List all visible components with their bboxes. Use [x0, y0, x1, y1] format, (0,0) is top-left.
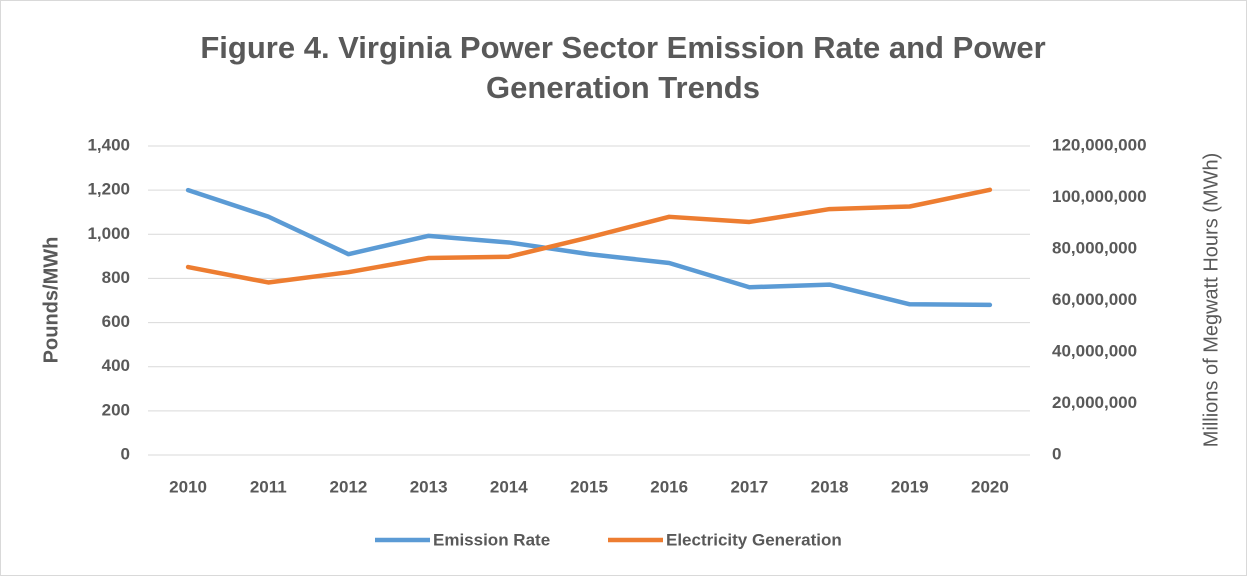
- y2-tick-label: 40,000,000: [1052, 341, 1137, 360]
- x-tick-label: 2010: [169, 477, 207, 496]
- y-tick-label: 1,400: [87, 135, 130, 154]
- y-tick-label: 600: [102, 312, 130, 331]
- y-tick-label: 400: [102, 356, 130, 375]
- x-tick-label: 2012: [330, 477, 368, 496]
- y2-axis-label: Millions of Megwatt Hours (MWh): [1200, 153, 1222, 448]
- x-tick-label: 2011: [250, 477, 287, 496]
- y-tick-label: 1,000: [87, 224, 130, 243]
- line-series: [185, 187, 993, 285]
- x-tick-label: 2016: [650, 477, 688, 496]
- x-tick-label: 2017: [730, 477, 768, 496]
- legend-label: Emission Rate: [433, 530, 550, 549]
- line-series: [185, 187, 993, 308]
- legend-label: Electricity Generation: [666, 530, 842, 549]
- y2-tick-label: 100,000,000: [1052, 187, 1147, 206]
- y-tick-label: 1,200: [87, 180, 130, 199]
- y-axis-label: Pounds/MWh: [40, 237, 62, 364]
- y-tick-label: 0: [121, 444, 130, 463]
- y2-tick-label: 120,000,000: [1052, 135, 1147, 154]
- chart-title: Figure 4. Virginia Power Sector Emission…: [200, 30, 1046, 105]
- y-tick-label: 200: [102, 400, 130, 419]
- y2-tick-label: 80,000,000: [1052, 238, 1137, 257]
- y2-tick-label: 60,000,000: [1052, 290, 1137, 309]
- y2-tick-label: 0: [1052, 444, 1061, 463]
- x-tick-label: 2014: [490, 477, 528, 496]
- x-tick-label: 2013: [410, 477, 448, 496]
- x-tick-label: 2018: [811, 477, 849, 496]
- x-tick-label: 2019: [891, 477, 929, 496]
- y2-tick-label: 20,000,000: [1052, 393, 1137, 412]
- x-tick-label: 2020: [971, 477, 1009, 496]
- x-tick-label: 2015: [570, 477, 608, 496]
- y-tick-label: 800: [102, 268, 130, 287]
